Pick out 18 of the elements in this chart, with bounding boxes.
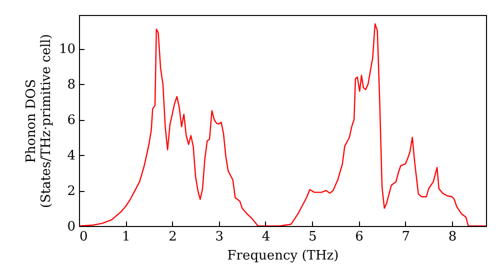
y-tick-label: 0 bbox=[67, 220, 76, 234]
x-tick-label: 8 bbox=[448, 230, 457, 244]
y-axis-title: Phonon DOS (States/THz·primitive cell) bbox=[24, 34, 54, 208]
y-tick-label: 6 bbox=[67, 113, 76, 128]
x-tick-label: 6 bbox=[355, 230, 364, 244]
x-tick-label: 2 bbox=[168, 230, 177, 244]
x-tick-label: 3 bbox=[215, 230, 224, 244]
line-series bbox=[79, 23, 486, 226]
x-tick-label: 1 bbox=[122, 230, 130, 244]
x-tick-label: 7 bbox=[402, 230, 410, 244]
x-tick-label: 5 bbox=[308, 230, 317, 244]
y-tick-label: 4 bbox=[67, 148, 76, 164]
y-tick-label: 2 bbox=[67, 184, 76, 200]
x-tick-label: 4 bbox=[262, 230, 270, 244]
y-tick-label: 10 bbox=[58, 42, 76, 58]
x-axis-title: Frequency (THz) bbox=[227, 248, 339, 264]
x-tick-label: 0 bbox=[80, 230, 88, 244]
y-tick-label: 8 bbox=[67, 78, 76, 93]
